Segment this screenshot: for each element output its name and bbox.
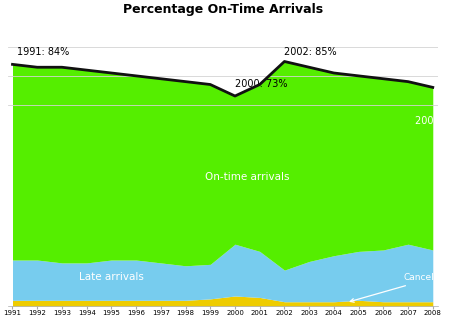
Text: 2000: 73%: 2000: 73% (235, 79, 288, 89)
Text: 2002: 85%: 2002: 85% (284, 47, 337, 57)
Text: On-time arrivals: On-time arrivals (205, 172, 290, 182)
Title: Percentage On-Time Arrivals: Percentage On-Time Arrivals (123, 3, 323, 16)
Text: 2008: 76%: 2008: 76% (416, 116, 468, 126)
Text: 1991: 84%: 1991: 84% (18, 47, 70, 57)
Text: Cancellations: Cancellations (350, 273, 464, 302)
Text: Late arrivals: Late arrivals (79, 272, 144, 282)
